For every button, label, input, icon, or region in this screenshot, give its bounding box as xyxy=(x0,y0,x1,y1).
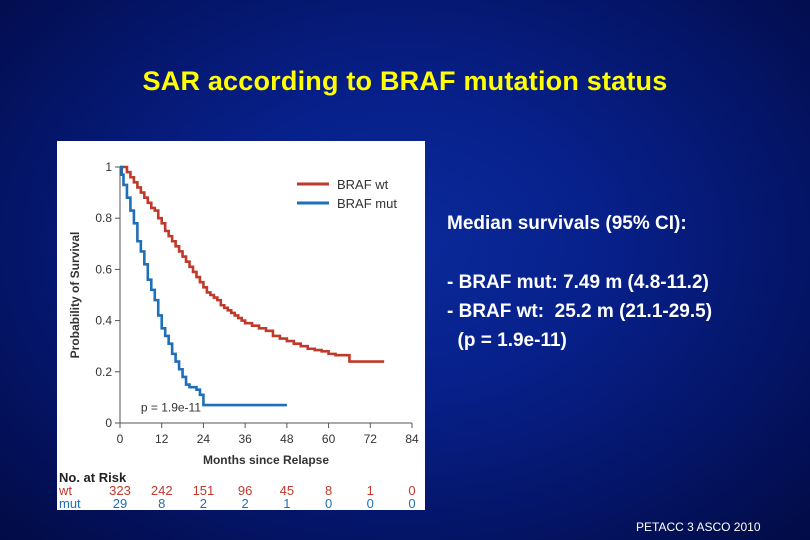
risk-value: 8 xyxy=(158,496,165,510)
x-tick-label: 60 xyxy=(322,432,336,446)
slide-title: SAR according to BRAF mutation status xyxy=(142,66,668,96)
footer-citation: PETACC 3 ASCO 2010 xyxy=(636,520,761,534)
risk-value: 29 xyxy=(113,496,127,510)
stat-braf-wt: - BRAF wt: 25.2 m (21.1-29.5) xyxy=(447,301,713,322)
stat-p-value: (p = 1.9e-11) xyxy=(447,330,567,351)
risk-value: 45 xyxy=(280,483,294,498)
x-tick-label: 12 xyxy=(155,432,169,446)
risk-value: 0 xyxy=(367,496,374,510)
y-tick-label: 0.8 xyxy=(95,211,112,225)
risk-value: 323 xyxy=(109,483,131,498)
legend-label-wt: BRAF wt xyxy=(337,177,389,192)
risk-table-heading: No. at Risk xyxy=(59,470,127,485)
km-curve-mut xyxy=(120,165,287,407)
risk-value: 2 xyxy=(242,496,249,510)
legend-label-mut: BRAF mut xyxy=(337,196,397,211)
p-value-annotation: p = 1.9e-11 xyxy=(141,400,201,414)
risk-value: 2 xyxy=(200,496,207,510)
risk-value: 96 xyxy=(238,483,252,498)
median-heading: Median survivals (95% CI): xyxy=(447,213,687,234)
y-tick-label: 0.4 xyxy=(95,314,112,328)
risk-row-label-mut: mut xyxy=(59,496,81,510)
survival-figure: 0 0.2 0.4 0.6 0.8 1 0 12 24 36 48 60 72 84 Months sinc… xyxy=(57,141,425,510)
risk-value: 1 xyxy=(283,496,290,510)
risk-value: 0 xyxy=(408,496,415,510)
y-axis-label: Probability of Survival xyxy=(68,232,82,359)
x-tick-label: 24 xyxy=(197,432,211,446)
risk-value: 151 xyxy=(193,483,215,498)
risk-value: 8 xyxy=(325,483,332,498)
risk-row-label-wt: wt xyxy=(58,483,72,498)
y-tick-label: 0.2 xyxy=(95,365,112,379)
stat-braf-mut: - BRAF mut: 7.49 m (4.8-11.2) xyxy=(447,272,709,293)
y-tick-label: 0.6 xyxy=(95,262,112,276)
risk-value: 242 xyxy=(151,483,173,498)
x-tick-label: 36 xyxy=(238,432,252,446)
x-tick-label: 84 xyxy=(405,432,419,446)
km-curve-wt xyxy=(120,165,385,363)
risk-value: 0 xyxy=(325,496,332,510)
x-tick-label: 0 xyxy=(117,432,124,446)
y-tick-label: 0 xyxy=(105,416,112,430)
risk-value: 0 xyxy=(408,483,415,498)
y-tick-label: 1 xyxy=(105,160,112,174)
x-axis-label: Months since Relapse xyxy=(203,453,329,467)
x-tick-label: 72 xyxy=(364,432,378,446)
risk-value: 1 xyxy=(367,483,374,498)
x-tick-label: 48 xyxy=(280,432,294,446)
